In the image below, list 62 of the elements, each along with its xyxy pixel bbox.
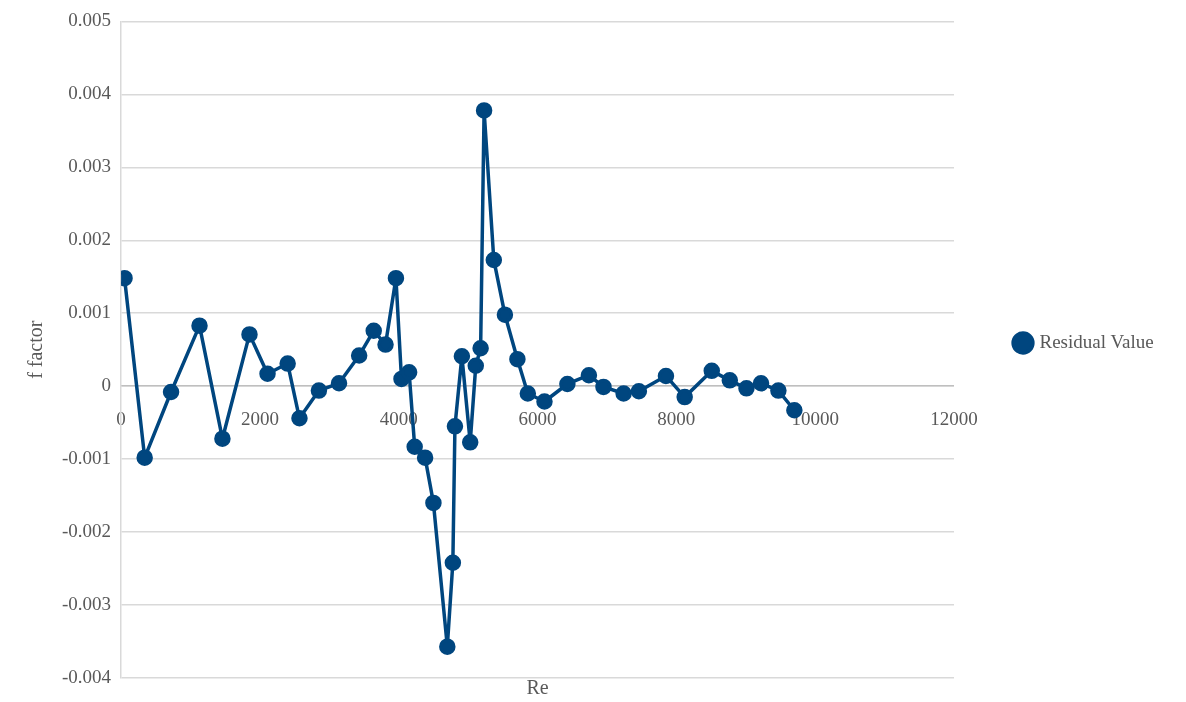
y-tick-label: 0.002 bbox=[68, 228, 112, 250]
x-tick-label: 2000 bbox=[240, 407, 279, 429]
y-tick-label: 0.003 bbox=[68, 155, 112, 177]
point bbox=[472, 339, 489, 357]
point bbox=[446, 418, 464, 435]
point bbox=[400, 364, 418, 381]
y-tick-label: 0.005 bbox=[68, 9, 112, 31]
point bbox=[580, 366, 598, 384]
point bbox=[191, 317, 208, 334]
point bbox=[425, 494, 442, 512]
point bbox=[475, 102, 493, 119]
point bbox=[738, 380, 755, 397]
point bbox=[279, 355, 296, 372]
y-tick-label: -0.002 bbox=[62, 520, 112, 542]
point bbox=[330, 375, 348, 392]
point bbox=[676, 388, 693, 406]
x-axis-title: Re bbox=[526, 676, 549, 699]
point bbox=[770, 382, 787, 399]
point bbox=[485, 251, 503, 269]
point bbox=[615, 385, 632, 402]
point bbox=[136, 449, 153, 466]
point bbox=[630, 383, 648, 400]
point bbox=[444, 554, 462, 571]
x-tick-label: 6000 bbox=[518, 407, 557, 429]
point bbox=[467, 357, 485, 374]
x-tick-label: 0 bbox=[116, 407, 126, 429]
point bbox=[559, 375, 576, 393]
point bbox=[259, 365, 276, 383]
point bbox=[595, 378, 612, 396]
y-tick-label: -0.004 bbox=[62, 665, 112, 687]
point bbox=[657, 367, 675, 385]
y-tick-label: 0 bbox=[101, 374, 112, 396]
point bbox=[519, 385, 537, 402]
x-tick-label: 12000 bbox=[930, 407, 978, 429]
point bbox=[406, 438, 423, 455]
point bbox=[703, 362, 721, 380]
point bbox=[752, 375, 770, 392]
point bbox=[509, 350, 526, 368]
y-tick-label: -0.001 bbox=[62, 447, 112, 469]
y-axis-title: f factor bbox=[24, 320, 47, 379]
point bbox=[416, 449, 434, 466]
point bbox=[536, 393, 553, 410]
point bbox=[439, 638, 456, 655]
point bbox=[241, 326, 258, 343]
point bbox=[721, 372, 739, 389]
point bbox=[453, 348, 471, 365]
point bbox=[291, 410, 308, 427]
point bbox=[162, 383, 180, 401]
point bbox=[350, 347, 368, 364]
point bbox=[214, 430, 231, 447]
y-tick-label: 0.004 bbox=[68, 82, 112, 104]
point bbox=[387, 269, 405, 287]
legend-label: Residual Value bbox=[1039, 330, 1154, 352]
point bbox=[377, 336, 394, 353]
x-tick-label: 10000 bbox=[791, 407, 839, 429]
y-tick-label: 0.001 bbox=[68, 301, 112, 323]
point bbox=[496, 306, 514, 323]
point bbox=[461, 434, 479, 451]
y-tick-label: -0.003 bbox=[62, 593, 112, 615]
point bbox=[365, 322, 382, 339]
x-tick-label: 8000 bbox=[657, 407, 696, 429]
point bbox=[310, 382, 328, 399]
